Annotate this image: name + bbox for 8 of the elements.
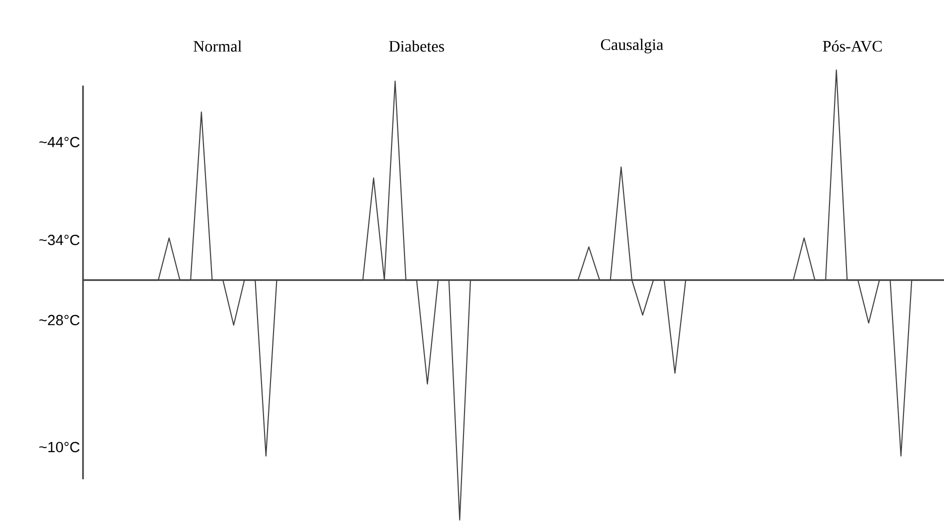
text: ~34°C xyxy=(39,234,80,246)
text: Normal xyxy=(194,40,242,52)
text: ~10°C xyxy=(39,442,80,452)
text: ~44°C xyxy=(39,136,80,148)
text: Pós-AVC xyxy=(822,40,882,52)
text: Diabetes xyxy=(389,40,444,52)
text: Causalgia xyxy=(600,38,664,54)
text: ~28°C xyxy=(39,314,80,326)
